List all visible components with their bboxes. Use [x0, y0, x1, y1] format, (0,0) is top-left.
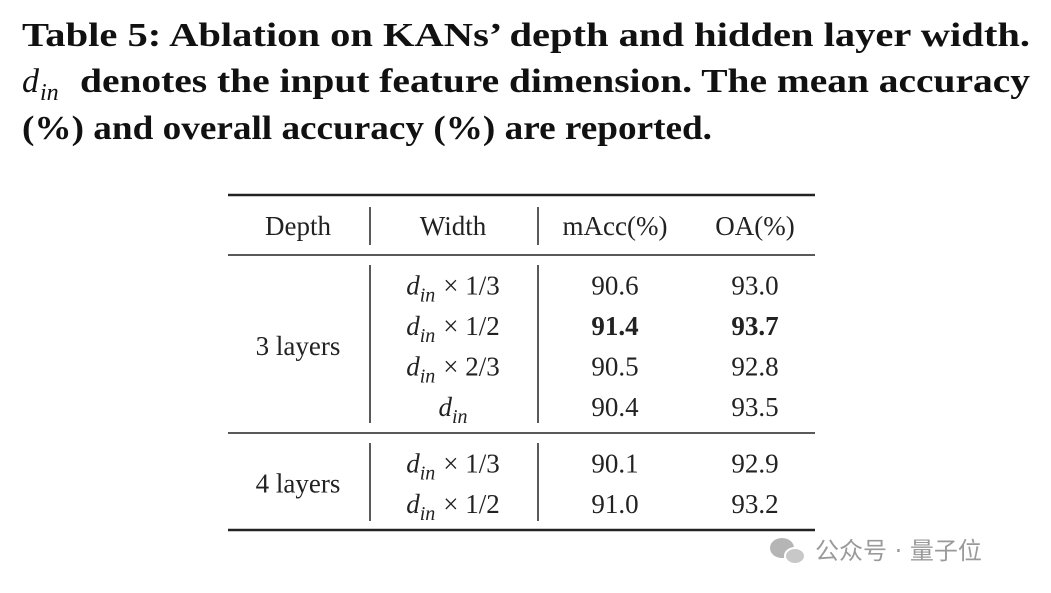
symbol-sub: in [452, 406, 468, 428]
width-cell: din × 1/3 [406, 448, 500, 484]
symbol-sub: in [420, 503, 436, 525]
caption-line: (%) and overall accuracy (%) are reporte… [22, 110, 712, 147]
caption-symbol: d [22, 63, 40, 100]
oa-cell: 93.7 [731, 311, 778, 341]
symbol: d [406, 351, 420, 381]
width-cell: din × 1/2 [406, 311, 500, 347]
symbol-sub: in [420, 284, 436, 306]
width-cell: din [438, 392, 467, 428]
width-factor: × 1/2 [443, 311, 499, 341]
width-factor: × 2/3 [443, 351, 499, 381]
oa-cell: 93.2 [731, 489, 778, 519]
watermark: 公众号 · 量子位 [815, 537, 982, 565]
symbol-sub: in [420, 325, 436, 347]
caption-line: denotes the input feature dimension. The… [80, 63, 1030, 100]
column-header: mAcc(%) [563, 211, 668, 241]
macc-cell: 90.5 [591, 351, 638, 381]
depth-cell: 4 layers [256, 469, 341, 499]
width-factor: × 1/3 [443, 448, 499, 478]
depth-cell: 3 layers [256, 331, 341, 361]
watermark-icon [770, 538, 806, 565]
width-factor: × 1/2 [443, 489, 499, 519]
caption-title: Table 5: Ablation on KANs’ depth and hid… [22, 17, 1030, 54]
symbol-sub: in [420, 365, 436, 387]
symbol: d [438, 392, 452, 422]
column-header: OA(%) [715, 211, 794, 241]
symbol: d [406, 270, 420, 300]
oa-cell: 92.9 [731, 448, 778, 478]
macc-cell: 91.4 [591, 311, 638, 341]
column-header: Width [420, 211, 487, 241]
macc-cell: 90.6 [591, 270, 638, 300]
width-cell: din × 1/2 [406, 489, 500, 525]
width-factor: × 1/3 [443, 270, 499, 300]
macc-cell: 90.1 [591, 448, 638, 478]
macc-cell: 91.0 [591, 489, 638, 519]
column-header: Depth [265, 211, 331, 241]
width-cell: din × 2/3 [406, 351, 500, 387]
symbol: d [406, 448, 420, 478]
symbol-sub: in [420, 462, 436, 484]
width-cell: din × 1/3 [406, 270, 500, 306]
symbol: d [406, 489, 420, 519]
symbol: d [406, 311, 420, 341]
oa-cell: 92.8 [731, 351, 778, 381]
oa-cell: 93.5 [731, 392, 778, 422]
oa-cell: 93.0 [731, 270, 778, 300]
macc-cell: 90.4 [591, 392, 639, 422]
caption-symbol-sub: in [40, 80, 59, 106]
